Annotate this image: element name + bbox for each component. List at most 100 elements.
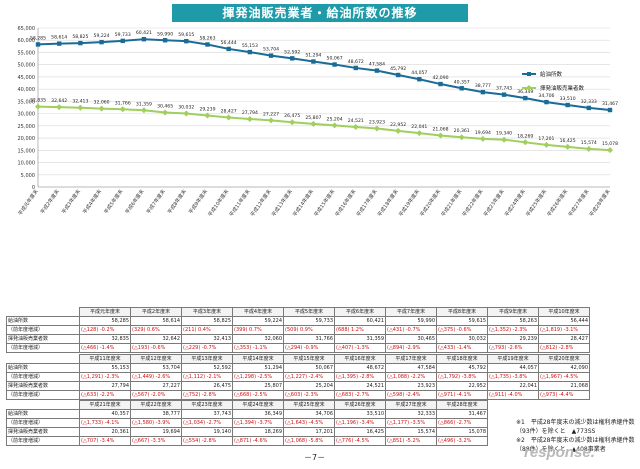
table-row: （前年度増減） (△128) -0.2% (329) 0.6% (211) 0.4%(… [6,325,590,335]
column-header: 平成18年度末 [436,354,488,364]
row-label: 給油所数 [6,409,80,419]
column-header: 平成3年度末 [181,307,233,317]
table-row: 平成11年度末 平成12年度末 平成13年度末 平成14年度末 平成15年度末 平成16年… [7,354,590,364]
x-tick-label: 平成8年度末 [166,188,188,215]
row-label [7,355,80,364]
watermark-logo: response. [524,444,595,461]
table-cell: 20,361 [79,427,131,437]
table-cell: (△812) -2.8% [538,343,590,353]
table-cell: (△1,643) -4.5% [283,418,335,428]
note-1: ※1 平成28年度末の減少数は権利承継件数（93件）を除くと ▲773SS [516,419,635,435]
data-point [183,110,190,117]
table-cell: 59,733 [283,316,335,326]
table-cell: 45,792 [436,363,488,373]
table-cell: (△633) -2.2% [79,390,131,400]
table-cell: 60,421 [334,316,386,326]
data-label: 42,090 [432,75,448,81]
table-cell: (△353) -1.1% [232,343,284,353]
page-number: －7－ [304,453,326,462]
table-row: 給油所数 55,153 53,704 52,592 51,294 50,067 48,672… [6,363,590,373]
y-tick-label: 60,000 [18,38,36,44]
data-point [543,141,550,148]
table-cell: (△667) -3.3% [130,436,182,446]
table-cell: 52,592 [181,363,233,373]
row-label [7,308,80,317]
data-point [247,49,253,55]
table-cell: (399) 0.7% [232,325,284,335]
table-cell: (△431) -0.7% [385,325,437,335]
x-tick-label: 平成7年度末 [145,188,167,215]
chart-grid [38,27,610,188]
y-tick-label: 45,000 [18,75,36,81]
table-cell: (329) 0.6% [130,325,182,335]
line-chart: 0 5,000 10,000 15,000 20,000 25,000 30,000 35,0… [17,26,618,218]
row-label: （前年度増減） [6,436,80,446]
table-cell: 44,057 [487,363,539,373]
data-point [268,53,274,58]
data-label: 51,294 [305,53,321,59]
table-cell: (△1,227) -2.4% [283,372,335,382]
table-cell: (△911) -4.0% [487,390,539,400]
y-tick-label: 15,000 [18,148,36,154]
x-tick-label: 平成4年度末 [81,188,103,215]
table-cell: 27,794 [79,381,131,391]
table-cell: 36,349 [232,409,284,419]
y-tick-label: 0 [32,185,35,191]
table-cell: (△971) -4.1% [436,390,488,400]
data-point [56,104,63,111]
x-tick-label: 平成19年度末 [397,188,421,218]
y-tick-label: 65,000 [18,26,36,32]
table-cell: 47,584 [385,363,437,373]
data-table-2: 平成11年度末 平成12年度末 平成13年度末 平成14年度末 平成15年度末 平成16年… [6,354,590,400]
data-point [225,114,232,121]
x-tick-label: 平成14年度末 [291,188,315,218]
data-label: 59,733 [115,32,131,38]
column-header: 平成15年度末 [283,354,335,364]
table-cell: (△752) -2.8% [181,390,233,400]
data-point [353,65,358,71]
x-tick-label: 平成10年度末 [207,188,231,218]
table-cell: (△375) -0.6% [436,325,488,335]
column-header: 平成27年度末 [385,400,437,410]
x-tick-label: 平成20年度末 [418,188,442,218]
column-header: 平成4年度末 [232,307,284,317]
table-cell: (△1,088) -2.2% [385,372,437,382]
data-point [35,103,41,110]
data-label: 38,777 [475,83,491,89]
data-point [290,56,295,61]
data-label: 36,349 [517,89,533,95]
data-point [523,95,528,101]
data-point [501,92,507,97]
data-label: 27,227 [263,111,279,117]
table-cell: 16,425 [334,427,386,437]
table-cell: (△598) -2.4% [385,390,437,400]
data-point [226,46,231,52]
legend-marker [526,85,532,91]
table-cell: 18,269 [232,427,284,437]
table-cell: 50,067 [283,363,335,373]
table-cell: (△894) -2.9% [385,343,437,353]
data-point [416,130,423,137]
column-header: 平成28年度末 [436,400,488,410]
column-header: 平成元年度末 [79,307,131,317]
table-cell: (509) 0.9% [283,325,335,335]
data-point [373,125,380,132]
column-header: 平成8年度末 [436,307,488,317]
data-point [56,41,62,46]
row-label: （前年度増減） [6,418,80,428]
data-point [205,42,210,47]
data-label: 50,067 [327,56,343,62]
table-cell: 19,694 [130,427,182,437]
column-header: 平成7年度末 [385,307,437,317]
data-point [585,145,592,152]
table-cell: (△128) -0.2% [79,325,131,335]
column-header: 平成23年度末 [181,400,233,410]
table-cell: (△603) -2.3% [283,390,335,400]
table-cell: 25,204 [283,381,335,391]
legend-label: 揮発油販売業者数 [540,84,585,92]
table-cell: 31,766 [283,334,335,344]
table-cell: (△193) -0.6% [130,343,182,353]
table-cell: (△866) -2.7% [436,418,488,428]
data-label: 25,807 [305,115,321,121]
